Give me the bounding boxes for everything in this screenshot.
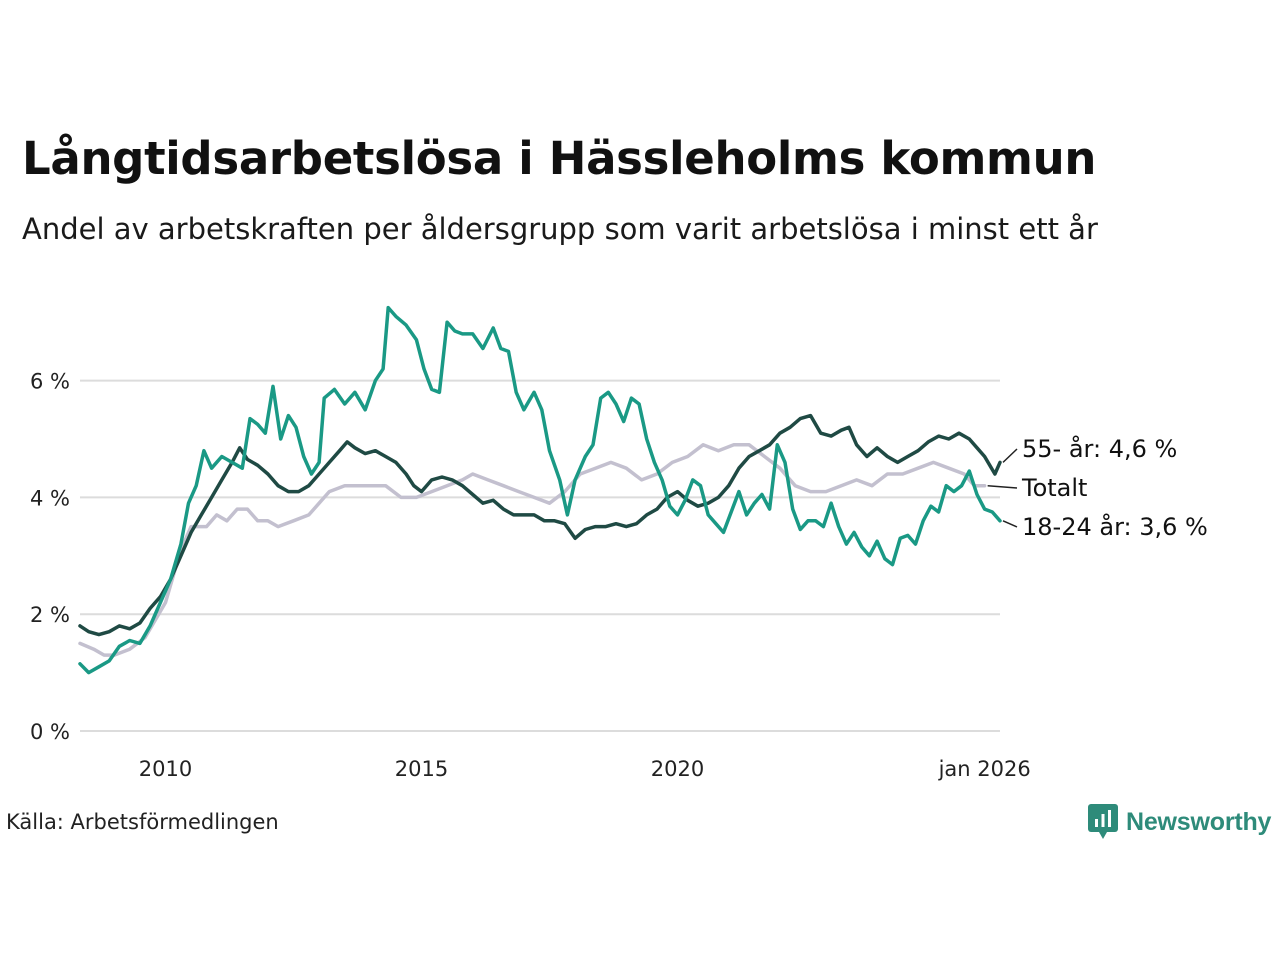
- brand-logo[interactable]: Newsworthy: [1088, 804, 1271, 840]
- series-line-youth: [78, 305, 1002, 675]
- series-line-older: [78, 413, 1002, 637]
- series-lines: [78, 305, 1002, 675]
- brand-name: Newsworthy: [1126, 807, 1272, 836]
- leader-line-youth: [1002, 520, 1018, 528]
- series-end-labels: Totalt 55- år: 4,6 % 18-24 år: 3,6 %: [987, 434, 1208, 541]
- end-label-youth: 18-24 år: 3,6 %: [1022, 512, 1208, 541]
- x-tick-label: 2020: [651, 757, 704, 781]
- end-label-total: Totalt: [1021, 474, 1087, 502]
- chart-title: Långtidsarbetslösa i Hässleholms kommun: [22, 132, 1097, 185]
- y-tick-label: 6 %: [30, 370, 70, 394]
- chart-subtitle: Andel av arbetskraften per åldersgrupp s…: [22, 212, 1098, 246]
- source-note: Källa: Arbetsförmedlingen: [6, 810, 279, 834]
- leader-line-older: [1002, 448, 1018, 463]
- newsworthy-logo-icon: [1088, 804, 1118, 839]
- series-line-total: [78, 443, 987, 657]
- x-tick-label: 2010: [139, 757, 192, 781]
- end-label-older: 55- år: 4,6 %: [1022, 434, 1177, 463]
- y-axis-ticks: 0 % 2 % 4 % 6 %: [30, 370, 70, 744]
- y-tick-label: 2 %: [30, 603, 70, 627]
- x-tick-label: 2015: [395, 757, 448, 781]
- y-tick-label: 0 %: [30, 720, 70, 744]
- gridlines: [80, 379, 1000, 732]
- x-tick-label: jan 2026: [938, 757, 1031, 781]
- y-tick-label: 4 %: [30, 486, 70, 510]
- x-axis-ticks: 2010 2015 2020 jan 2026: [139, 757, 1031, 781]
- leader-line-total: [987, 484, 1018, 489]
